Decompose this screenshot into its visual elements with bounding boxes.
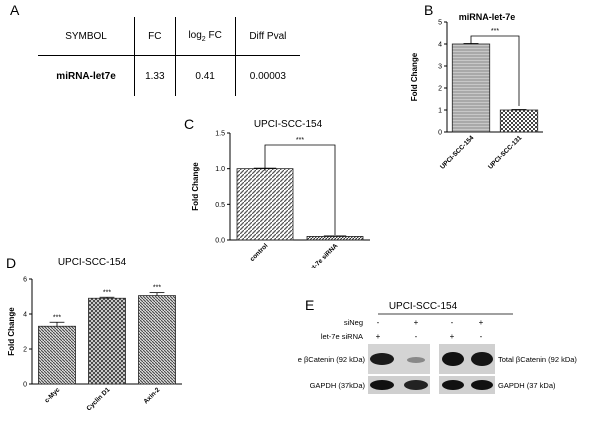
- y-tick-label: 0.0: [215, 238, 225, 245]
- band-active-1: [370, 353, 394, 365]
- sign-sirna-r1: +: [450, 332, 455, 341]
- y-tick-label: 3: [438, 64, 442, 71]
- blot-right-label-1: Total βCatenin (92 kDa): [498, 355, 577, 364]
- band-active-2: [407, 357, 425, 363]
- results-table: SYMBOL FC log2 FC Diff Pval miRNA-let7e …: [38, 17, 300, 96]
- table-cell-pval: 0.00003: [234, 55, 300, 96]
- panel-label-a: A: [10, 2, 20, 18]
- blot-left-label-2: GAPDH (37kDa): [310, 381, 366, 390]
- chart-title: miRNA-let-7e: [459, 12, 516, 22]
- chart-c: UPCI-SCC-154 0.0 0.5 1.0 1.5 Fold Change contr…: [191, 119, 370, 268]
- sign-sineg-l1: -: [377, 318, 380, 327]
- bar: [88, 297, 126, 385]
- band-gapdh-l1: [370, 380, 394, 390]
- table-cell-symbol: miRNA-let7e: [38, 55, 136, 96]
- table-header-pval: Diff Pval: [234, 17, 300, 56]
- blot-title: UPCI-SCC-154: [389, 301, 458, 312]
- blot-right-label-2: GAPDH (37 kDa): [498, 381, 556, 390]
- significance-label: ***: [53, 314, 61, 321]
- significance-label: ***: [103, 289, 111, 296]
- table-header-fc: FC: [134, 17, 176, 56]
- significance-bracket: [470, 35, 520, 106]
- table-header-row: SYMBOL FC log2 FC Diff Pval: [38, 17, 300, 56]
- x-tick-label: UPCI-SCC-131: [487, 134, 524, 171]
- sign-sineg-l2: +: [414, 318, 419, 327]
- table-cell-fc: 1.33: [134, 55, 176, 96]
- y-tick-label: 1: [438, 108, 442, 115]
- y-axis-label: Fold Change: [191, 162, 200, 211]
- panel-label-b: B: [424, 2, 434, 18]
- chart-d: UPCI-SCC-154 0 2 4 6 Fold Change c-Myc *** Cycli…: [7, 257, 182, 412]
- y-tick-label: 1.5: [215, 131, 225, 138]
- y-tick-label: 2: [438, 86, 442, 93]
- band-total-1: [442, 352, 464, 366]
- y-tick-label: 4: [23, 312, 27, 319]
- y-tick-label: 0: [438, 130, 442, 137]
- band-total-2: [471, 352, 493, 366]
- y-tick-label: 2: [23, 347, 27, 354]
- bar: [499, 109, 539, 133]
- table-row: miRNA-let7e 1.33 0.41 0.00003: [38, 55, 300, 96]
- x-tick-label: Axin-2: [142, 386, 161, 405]
- bar: [236, 168, 294, 241]
- bar: [306, 236, 364, 241]
- blot-label-sirna: let-7e siRNA: [321, 332, 363, 341]
- x-tick-label: UPCI-SCC-154: [439, 134, 476, 171]
- western-blot: UPCI-SCC-154 siNeg let-7e siRNA - + + - …: [298, 301, 577, 394]
- bar: [38, 325, 76, 385]
- sign-sirna-l1: +: [376, 332, 381, 341]
- sign-sineg-r2: +: [479, 318, 484, 327]
- y-tick-label: 6: [23, 277, 27, 284]
- blot-label-sineg: siNeg: [344, 318, 363, 327]
- chart-title: UPCI-SCC-154: [254, 119, 323, 130]
- table-cell-log2fc: 0.41: [174, 55, 236, 96]
- table-header-symbol: SYMBOL: [38, 17, 136, 56]
- panel-label-e: E: [305, 297, 315, 313]
- y-axis-label: Fold Change: [410, 52, 419, 101]
- panel-label-d: D: [6, 255, 17, 271]
- panel-label-c: C: [184, 116, 195, 132]
- significance-label: ***: [296, 137, 304, 144]
- table-header-log2fc: log2 FC: [174, 17, 236, 56]
- x-tick-label: let-7e siRNA: [307, 242, 339, 268]
- band-gapdh-r1: [442, 380, 464, 390]
- y-tick-label: 4: [438, 42, 442, 49]
- significance-label: ***: [153, 285, 161, 292]
- y-tick-label: 0.5: [215, 202, 225, 209]
- band-gapdh-l2: [404, 380, 428, 390]
- x-tick-label: c-Myc: [43, 386, 61, 404]
- y-axis-label: Fold Change: [7, 307, 16, 356]
- y-tick-label: 5: [438, 20, 442, 27]
- significance-bracket: [264, 144, 336, 235]
- bar: [138, 295, 176, 385]
- x-tick-label: control: [249, 242, 270, 263]
- y-tick-label: 1.0: [215, 166, 225, 173]
- bar: [451, 43, 491, 133]
- blot-left-label-1: Active βCatenin (92 kDa): [298, 355, 366, 364]
- chart-b: miRNA-let-7e 0 1 2 3 4 5 Fold Change UPCI-SCC-15…: [410, 12, 543, 171]
- sign-sirna-l2: -: [415, 332, 418, 341]
- y-tick-label: 0: [23, 382, 27, 389]
- significance-label: ***: [491, 28, 499, 35]
- sign-sineg-r1: -: [451, 318, 454, 327]
- sign-sirna-r2: -: [480, 332, 483, 341]
- band-gapdh-r2: [471, 380, 493, 390]
- x-tick-label: Cyclin D1: [86, 386, 112, 412]
- chart-title: UPCI-SCC-154: [58, 257, 127, 268]
